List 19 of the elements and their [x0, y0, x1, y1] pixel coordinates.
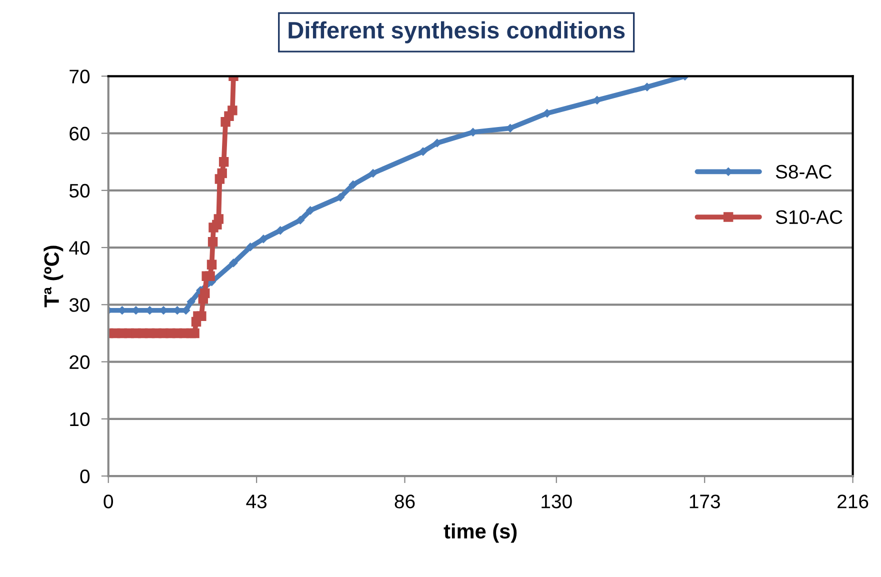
x-tick-label: 130: [542, 494, 572, 508]
y-tick-label: 0: [80, 469, 90, 484]
x-tick-label: 86: [394, 494, 415, 508]
x-tick-label: 0: [104, 494, 114, 508]
y-axis-title: Tª (ºC): [44, 246, 64, 308]
legend-label: S8-AC: [776, 164, 832, 179]
x-tick-label: 43: [246, 494, 267, 508]
y-tick-label: 20: [70, 355, 90, 370]
x-axis-title: time (s): [444, 523, 517, 543]
y-tick-label: 40: [69, 241, 90, 255]
x-tick-label: 173: [690, 494, 720, 508]
y-tick-label: 30: [69, 298, 90, 312]
x-tick-label: 216: [838, 494, 868, 508]
y-tick-label: 50: [69, 184, 90, 198]
y-tick-label: 60: [70, 126, 90, 141]
y-tick-label: 70: [70, 70, 90, 84]
chart-title: Different synthesis conditions: [288, 21, 625, 44]
legend-label: S10-AC: [776, 210, 842, 224]
y-tick-label: 10: [70, 412, 90, 426]
